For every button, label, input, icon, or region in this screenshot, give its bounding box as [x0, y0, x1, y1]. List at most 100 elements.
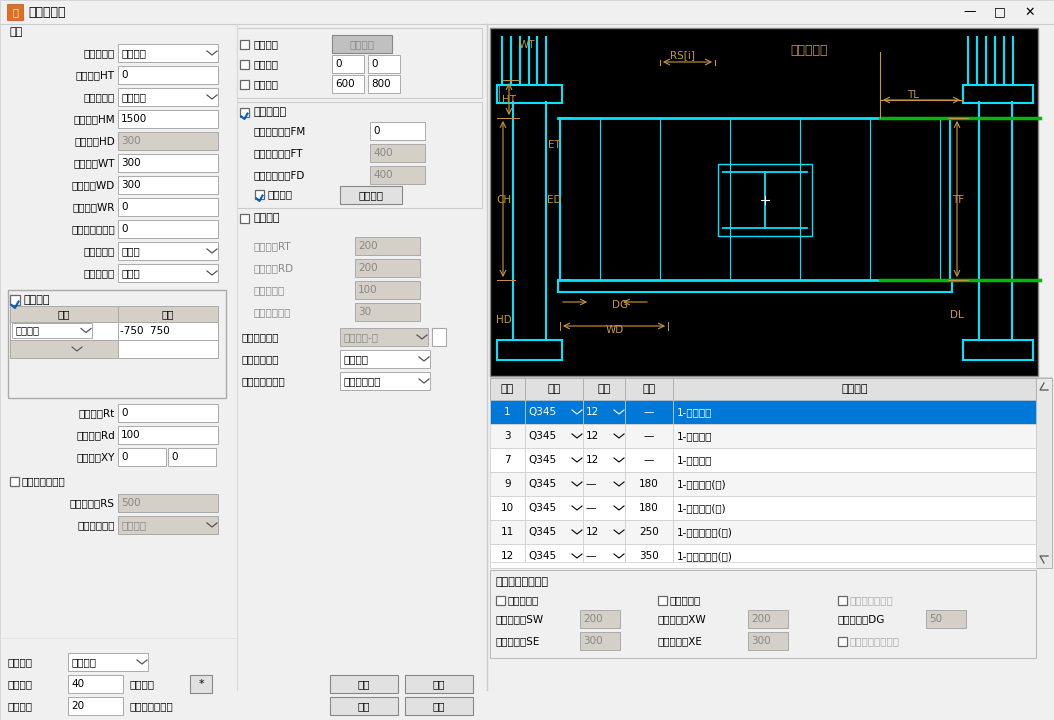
Bar: [118, 110, 218, 128]
Bar: [490, 424, 525, 448]
Text: 保存: 保存: [433, 701, 445, 711]
Text: ED: ED: [547, 195, 561, 205]
Text: Q345: Q345: [528, 407, 557, 417]
Text: 1-连接小板(上): 1-连接小板(上): [677, 479, 726, 489]
Bar: [583, 520, 625, 544]
Text: Q345: Q345: [528, 527, 557, 537]
Text: 0: 0: [121, 202, 128, 212]
Text: 300: 300: [121, 158, 140, 168]
Text: 180: 180: [639, 503, 659, 513]
Text: 参考: 参考: [58, 309, 71, 319]
Text: 下角板宽度XW: 下角板宽度XW: [658, 614, 706, 624]
Text: 上缘间隙Rt: 上缘间隙Rt: [79, 408, 115, 418]
Bar: [370, 122, 425, 140]
Bar: [69, 653, 148, 671]
Text: 翼缘: 翼缘: [9, 27, 23, 37]
Text: 下缘间隙Rd: 下缘间隙Rd: [76, 430, 115, 440]
Text: 0: 0: [121, 408, 128, 418]
Bar: [190, 675, 212, 693]
Text: DG: DG: [612, 300, 628, 310]
Text: —: —: [586, 503, 597, 513]
Text: -750  750: -750 750: [120, 326, 170, 336]
Text: 人孔切分: 人孔切分: [253, 79, 278, 89]
Text: 腹板预制段长FM: 腹板预制段长FM: [253, 126, 306, 136]
Bar: [525, 544, 583, 568]
Bar: [118, 404, 218, 422]
Bar: [625, 400, 674, 424]
Bar: [525, 472, 583, 496]
Bar: [368, 75, 401, 93]
Bar: [370, 144, 425, 162]
Text: 绘制横梁: 绘制横梁: [130, 679, 155, 689]
Text: 预制分割线: 预制分割线: [790, 43, 827, 56]
Bar: [748, 632, 788, 650]
Bar: [330, 697, 398, 715]
Text: 水平肋断缝宽: 水平肋断缝宽: [253, 307, 291, 317]
Text: 横梁高度HM: 横梁高度HM: [74, 114, 115, 124]
Text: 囧: 囧: [12, 7, 18, 17]
Text: 0: 0: [121, 452, 128, 462]
Text: 打开: 打开: [357, 701, 370, 711]
Text: 下挡板断缝DG: 下挡板断缝DG: [838, 614, 885, 624]
Text: 编号: 编号: [501, 384, 514, 394]
Bar: [69, 697, 123, 715]
Text: 600: 600: [335, 79, 354, 89]
Text: 顶缘距离HT: 顶缘距离HT: [76, 70, 115, 80]
Bar: [625, 496, 674, 520]
Bar: [405, 675, 473, 693]
Text: 板厚: 板厚: [598, 384, 610, 394]
Bar: [9, 340, 118, 358]
Text: Q345: Q345: [528, 551, 557, 561]
Text: 下翼缘对齐: 下翼缘对齐: [83, 268, 115, 278]
Text: WD: WD: [606, 325, 624, 335]
Bar: [240, 108, 249, 117]
Text: RS[i]: RS[i]: [670, 50, 695, 60]
Text: 12: 12: [586, 431, 600, 441]
Bar: [490, 448, 525, 472]
Bar: [9, 306, 118, 322]
Bar: [118, 88, 218, 106]
Text: 上角板宽度SW: 上角板宽度SW: [496, 614, 544, 624]
Text: 300: 300: [121, 180, 140, 190]
Bar: [118, 154, 218, 172]
Text: 0: 0: [171, 452, 177, 462]
Bar: [355, 237, 419, 255]
Text: 9: 9: [504, 479, 511, 489]
Bar: [355, 281, 419, 299]
Bar: [1036, 378, 1052, 568]
Bar: [240, 60, 249, 69]
Text: 人孔固定: 人孔固定: [253, 59, 278, 69]
Text: 取消: 取消: [433, 679, 445, 689]
Text: —: —: [963, 6, 976, 19]
Text: 3: 3: [504, 431, 511, 441]
Text: 200: 200: [752, 614, 770, 624]
Text: 0: 0: [335, 59, 341, 69]
Bar: [330, 675, 398, 693]
Bar: [118, 516, 218, 534]
Bar: [9, 322, 118, 340]
Bar: [580, 632, 620, 650]
Text: 设置预制段: 设置预制段: [253, 107, 286, 117]
Text: 800: 800: [371, 79, 391, 89]
Bar: [963, 340, 1033, 360]
Text: 双侧加劲: 双侧加劲: [343, 354, 368, 364]
Text: 0: 0: [371, 59, 377, 69]
Text: 中间定位: 中间定位: [15, 325, 39, 336]
Text: 7: 7: [504, 455, 511, 465]
Text: 顶板预制段长FT: 顶板预制段长FT: [253, 148, 302, 158]
Text: 40: 40: [71, 679, 84, 689]
Bar: [496, 596, 505, 605]
Bar: [674, 496, 1036, 520]
Text: 输入单位为毫米: 输入单位为毫米: [130, 701, 174, 711]
Text: 下翼缘控制: 下翼缘控制: [83, 92, 115, 102]
Bar: [525, 378, 583, 400]
Bar: [9, 477, 19, 486]
Bar: [118, 264, 218, 282]
Text: 300: 300: [583, 636, 603, 646]
Text: 1500: 1500: [121, 114, 148, 124]
Bar: [118, 242, 218, 260]
Text: 350: 350: [639, 551, 659, 561]
Text: Q345: Q345: [528, 431, 557, 441]
Text: ✕: ✕: [1024, 6, 1035, 19]
Text: 内对齐: 内对齐: [121, 268, 140, 278]
